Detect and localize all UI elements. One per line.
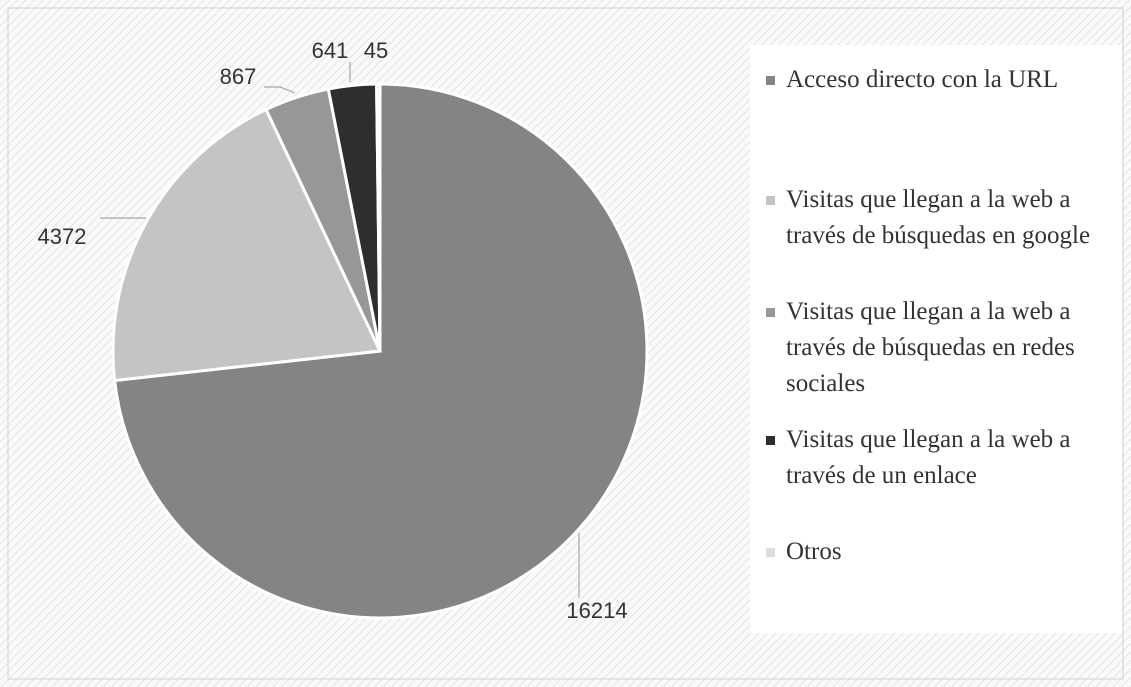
leader-line	[264, 86, 296, 94]
legend-item: Acceso directo con la URL	[752, 62, 1126, 98]
data-label: 641	[312, 38, 349, 63]
legend-swatch	[766, 196, 775, 205]
legend-swatch	[766, 76, 775, 85]
legend-label: Visitas que llegan a la web a través de …	[786, 426, 1071, 489]
pie-slice	[375, 82, 382, 352]
legend-label: Visitas que llegan a la web a través de …	[786, 298, 1075, 397]
legend-item: Otros	[752, 534, 1126, 570]
legend-label: Acceso directo con la URL	[786, 66, 1059, 93]
legend-swatch	[766, 548, 775, 557]
legend-swatch	[766, 436, 775, 445]
pie-slice	[111, 107, 383, 383]
data-label: 867	[220, 64, 257, 89]
data-label: 16214	[566, 598, 627, 623]
legend-item: Visitas que llegan a la web a través de …	[752, 422, 1126, 494]
legend-item: Visitas que llegan a la web a través de …	[752, 182, 1126, 254]
legend-item: Visitas que llegan a la web a través de …	[752, 294, 1126, 402]
chart-border	[7, 7, 1124, 680]
data-label: 4372	[38, 224, 87, 249]
legend-label: Visitas que llegan a la web a través de …	[786, 186, 1091, 249]
legend-box	[750, 45, 1122, 633]
legend-swatch	[766, 308, 775, 317]
data-label: 45	[364, 38, 388, 63]
legend-label: Otros	[786, 538, 842, 565]
